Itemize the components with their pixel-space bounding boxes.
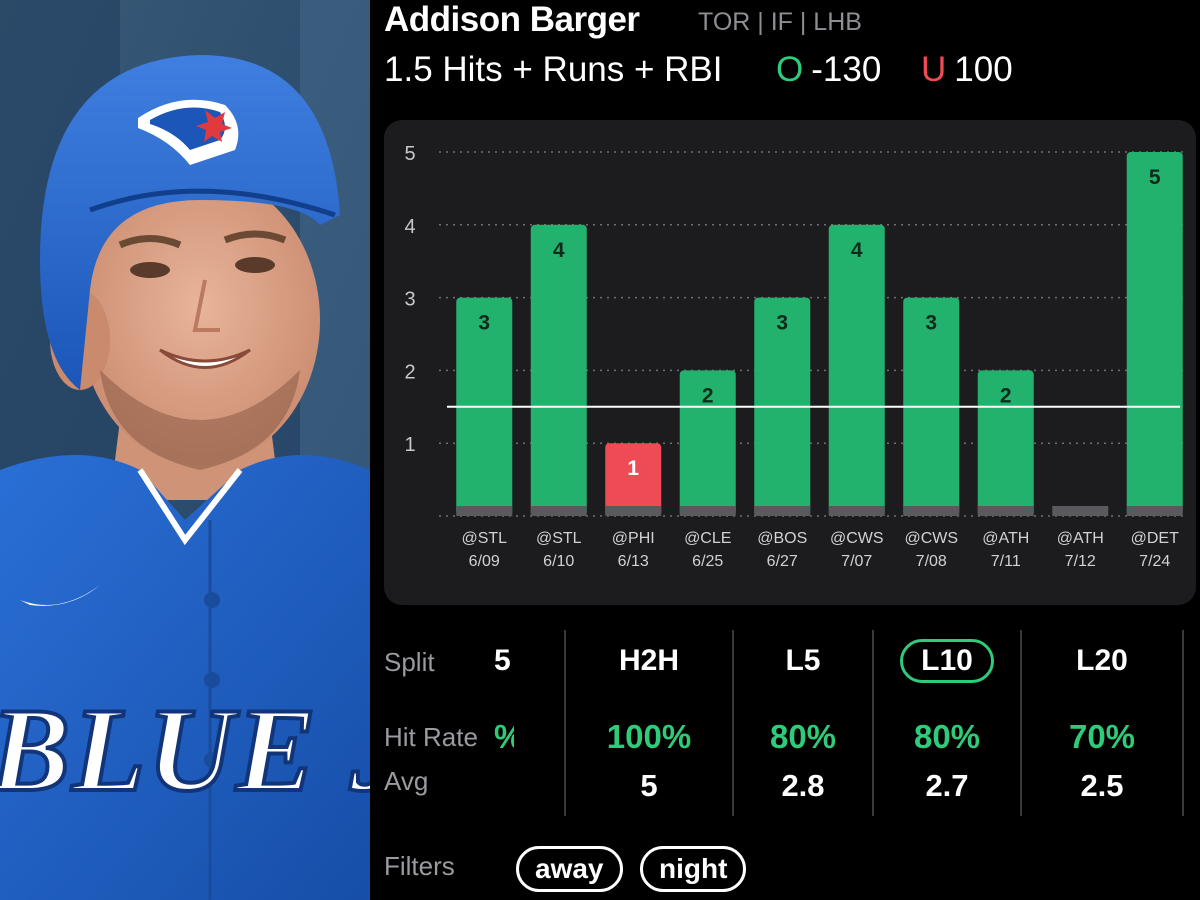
column-divider (1182, 630, 1184, 816)
bar-value-label: 4 (851, 239, 863, 262)
x-tick-date: 7/11 (991, 553, 1021, 570)
y-tick-label: 2 (404, 361, 415, 383)
helmet (40, 55, 340, 390)
bar-base (679, 506, 736, 516)
bar-value-label: 4 (553, 239, 565, 262)
bar-base (605, 506, 662, 516)
x-tick-opponent: @CWS (904, 530, 958, 547)
y-tick-label: 3 (404, 289, 415, 311)
filters-label: Filters (384, 851, 455, 881)
x-tick-date: 7/08 (916, 553, 947, 570)
bar-base (977, 506, 1034, 516)
over-odds-value: -130 (811, 50, 882, 89)
x-tick-date: 6/09 (469, 553, 500, 570)
x-tick-date: 6/25 (692, 553, 723, 570)
avg-value: 2.7 (925, 768, 969, 803)
bar (530, 224, 587, 517)
split-name: L5 (785, 644, 821, 677)
bar-chart: 1 2 3 4 5 3 @STL 6/09 4 @STL 6/10 1 @PHI 6/13 2 @CLE 6/2… (404, 143, 1184, 570)
stats-panel: Addison Barger TOR | IF | LHB 1.5 Hits +… (370, 0, 1200, 900)
x-tick-date: 7/12 (1065, 553, 1096, 570)
x-tick-date: 6/10 (543, 553, 574, 570)
x-tick-opponent: @ATH (982, 530, 1029, 547)
bar-base (754, 506, 811, 516)
jersey-wordmark: BLUE JA (0, 683, 370, 816)
x-tick-opponent: @DET (1131, 530, 1179, 547)
x-tick-date: 7/24 (1139, 553, 1170, 570)
over-odds[interactable]: O -130 (776, 50, 881, 90)
game-log-chart: 1 2 3 4 5 3 @STL 6/09 4 @STL 6/10 1 @PHI 6/13 2 @CLE 6/2… (384, 120, 1196, 605)
split-column-l20[interactable]: L20 70% 2.5 (1022, 630, 1182, 816)
split-column-l10[interactable]: L10 80% 2.7 (874, 630, 1020, 816)
hit-rate-value: 70% (1068, 718, 1136, 755)
x-tick-opponent: @STL (461, 530, 507, 547)
split-name: H2H (618, 644, 679, 677)
bar-value-label: 1 (627, 457, 639, 480)
split-column-partial[interactable]: 5 % (494, 630, 514, 816)
y-tick-label: 4 (404, 216, 415, 238)
y-tick-label: 5 (404, 143, 415, 165)
player-name: Addison Barger (384, 0, 640, 39)
x-tick-date: 6/13 (618, 553, 649, 570)
under-odds[interactable]: U 100 (921, 50, 1013, 90)
hit-rate-value: 80% (913, 718, 981, 755)
avg-value: 2.5 (1080, 768, 1124, 803)
column-divider (1020, 630, 1022, 816)
bar-base (1052, 506, 1109, 516)
selected-split-pill[interactable]: L10 (900, 639, 994, 683)
hit-rate-value: 100% (606, 718, 692, 755)
bar-value-label: 3 (478, 312, 490, 335)
filter-chip-away[interactable]: away (516, 846, 623, 892)
bar-value-label: 2 (702, 384, 714, 407)
bar-base (903, 506, 960, 516)
split-name-partial: 5 (494, 644, 511, 677)
hit-rate-partial: % (494, 718, 514, 756)
filter-chip-night[interactable]: night (640, 846, 747, 892)
bar-value-label: 5 (1149, 166, 1161, 189)
under-letter: U (921, 50, 947, 89)
x-tick-date: 7/07 (841, 553, 872, 570)
x-tick-opponent: @PHI (612, 530, 655, 547)
prop-line: 1.5 Hits + Runs + RBI (384, 50, 723, 89)
over-letter: O (776, 50, 804, 89)
x-tick-opponent: @BOS (757, 530, 807, 547)
avg-value: 2.8 (781, 768, 825, 803)
bar-base (1126, 506, 1183, 516)
bar-value-label: 3 (776, 312, 788, 335)
bar-base (456, 506, 513, 516)
bar (605, 443, 662, 516)
x-tick-opponent: @CWS (830, 530, 884, 547)
x-tick-opponent: @CLE (684, 530, 731, 547)
bar-value-label: 2 (1000, 384, 1012, 407)
bar-base (530, 506, 587, 516)
player-photo: BLUE JA (0, 0, 370, 900)
player-meta: TOR | IF | LHB (698, 8, 862, 36)
bar (1126, 152, 1183, 516)
x-tick-date: 6/27 (767, 553, 798, 570)
avg-value: 5 (640, 768, 658, 803)
avg-row-label: Avg (384, 766, 429, 796)
column-divider (872, 630, 874, 816)
column-divider (564, 630, 566, 816)
under-odds-value: 100 (954, 50, 1013, 89)
brand-swoosh-icon (20, 585, 100, 606)
split-name: L20 (1076, 644, 1128, 677)
bar-base (828, 506, 885, 516)
hit-rate-value: 80% (769, 718, 837, 755)
split-column-h2h[interactable]: H2H 100% 5 (566, 630, 732, 816)
split-name-selected: L10 (874, 639, 1020, 683)
jersey (0, 455, 370, 900)
split-column-l5[interactable]: L5 80% 2.8 (734, 630, 872, 816)
blue-jays-logo-icon (138, 99, 239, 165)
y-tick-label: 1 (404, 434, 415, 456)
hit-rate-row-label: Hit Rate (384, 722, 478, 752)
split-row-label: Split (384, 647, 435, 677)
x-tick-opponent: @STL (536, 530, 582, 547)
bar (828, 224, 885, 517)
player-photo-illustration: BLUE JA (0, 0, 370, 900)
x-tick-opponent: @ATH (1057, 530, 1104, 547)
splits-table: Split Hit Rate Avg 5 % H2H 100% 5 L5 80%… (370, 630, 1200, 816)
bar-value-label: 3 (925, 312, 937, 335)
column-divider (732, 630, 734, 816)
